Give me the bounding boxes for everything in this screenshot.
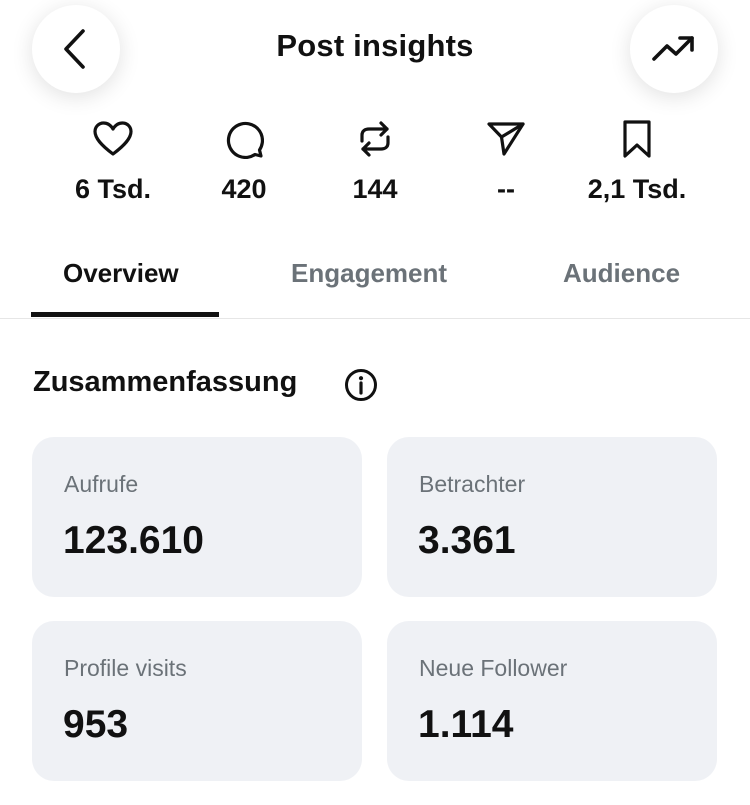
summary-card-viewers: Betrachter 3.361 <box>387 437 717 597</box>
tab-engagement[interactable]: Engagement <box>291 258 448 288</box>
reposts-count: 144 <box>352 174 398 204</box>
chevron-left-icon <box>61 28 91 70</box>
card-value: 953 <box>63 703 129 746</box>
metric-saves[interactable]: 2,1 Tsd. <box>567 118 707 205</box>
likes-count: 6 Tsd. <box>74 174 152 204</box>
card-value: 1.114 <box>418 703 514 746</box>
summary-card-views: Aufrufe 123.610 <box>32 437 362 597</box>
header: Post insights <box>0 0 750 100</box>
card-value: 123.610 <box>63 519 204 562</box>
trending-button[interactable] <box>630 5 718 93</box>
card-label: Aufrufe <box>64 471 139 497</box>
card-value: 3.361 <box>418 519 516 562</box>
heart-icon <box>43 118 183 160</box>
metric-comments[interactable]: 420 <box>174 118 314 205</box>
back-button[interactable] <box>32 5 120 93</box>
trending-up-icon <box>651 34 697 64</box>
active-tab-indicator <box>31 312 219 317</box>
shares-count: -- <box>497 174 515 204</box>
metric-likes[interactable]: 6 Tsd. <box>43 118 183 205</box>
saves-count: 2,1 Tsd. <box>587 174 687 204</box>
repost-icon <box>305 118 445 160</box>
summary-card-profile-visits: Profile visits 953 <box>32 621 362 781</box>
tab-overview[interactable]: Overview <box>63 258 179 288</box>
page-title: Post insights <box>276 28 474 63</box>
metric-reposts[interactable]: 144 <box>305 118 445 205</box>
section-title: Zusammenfassung <box>33 366 298 398</box>
bookmark-icon <box>567 118 707 160</box>
comments-count: 420 <box>221 174 267 204</box>
share-icon <box>436 118 576 160</box>
comment-icon <box>174 118 314 160</box>
card-label: Profile visits <box>64 655 187 681</box>
tab-bar: Overview Engagement Audience <box>0 240 750 319</box>
card-label: Neue Follower <box>419 655 568 681</box>
info-icon[interactable] <box>344 368 378 402</box>
card-label: Betrachter <box>419 471 526 497</box>
summary-card-new-followers: Neue Follower 1.114 <box>387 621 717 781</box>
tab-audience[interactable]: Audience <box>563 258 681 288</box>
metric-shares[interactable]: -- <box>436 118 576 205</box>
metrics-row: 6 Tsd. 420 144 -- <box>0 118 750 218</box>
